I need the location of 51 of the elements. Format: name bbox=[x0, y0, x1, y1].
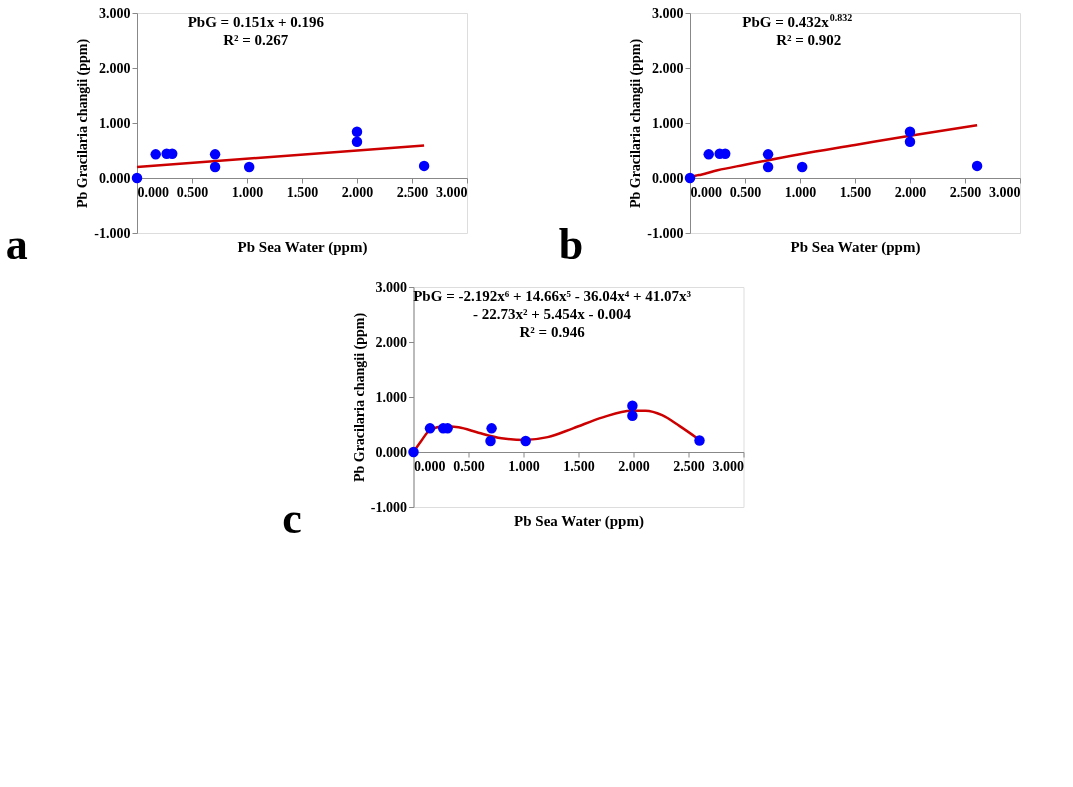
x-axis-title: Pb Sea Water (ppm) bbox=[514, 512, 644, 530]
x-tick-label: 1.500 bbox=[286, 184, 319, 200]
y-tick-label: 2.000 bbox=[99, 60, 131, 76]
text: b bbox=[558, 220, 584, 269]
annotation: R² = 0.267 bbox=[223, 32, 289, 48]
x-axis-title: Pb Sea Water (ppm) bbox=[790, 238, 921, 256]
y-tick-label: -1.000 bbox=[370, 499, 407, 515]
y-axis-title: Pb Gracilaria changii (ppm) bbox=[351, 312, 368, 483]
x-tick-label: 0.500 bbox=[176, 184, 209, 200]
x-tick-label: 2.000 bbox=[618, 458, 650, 474]
y-tick-label: 3.000 bbox=[99, 5, 131, 21]
x-tick-label: 2.500 bbox=[673, 458, 705, 474]
y-tick-label: 2.000 bbox=[652, 60, 684, 76]
y-tick-label: 0.000 bbox=[99, 170, 131, 186]
x-tick-label: 0.500 bbox=[453, 458, 485, 474]
x-tick-label: 3.000 bbox=[712, 458, 744, 474]
x-tick-label: 1.000 bbox=[231, 184, 264, 200]
y-axis-title: Pb Gracilaria changii (ppm) bbox=[75, 38, 92, 209]
annotation: - 22.73x² + 5.454x - 0.004 bbox=[473, 306, 632, 322]
x-tick-label: 2.500 bbox=[949, 184, 982, 200]
x-tick-label: 0.500 bbox=[729, 184, 762, 200]
y-tick-label: 1.000 bbox=[99, 115, 131, 131]
annotation: R² = 0.946 bbox=[519, 324, 586, 340]
x-tick-label: 1.500 bbox=[563, 458, 595, 474]
x-tick-label: 1.000 bbox=[784, 184, 817, 200]
y-tick-label: -1.000 bbox=[94, 225, 131, 241]
y-axis-title: Pb Gracilaria changii (ppm) bbox=[628, 38, 645, 209]
annotation: PbG = 0.151x + 0.196 bbox=[187, 14, 325, 30]
annotation: PbG = -2.192x⁶ + 14.66x⁵ - 36.04x⁴ + 41.07x³ bbox=[413, 288, 692, 304]
x-tick-label: 2.000 bbox=[341, 184, 374, 200]
text: a bbox=[5, 220, 28, 269]
x-tick-label: 0.000 bbox=[137, 184, 169, 200]
y-tick-label: 1.000 bbox=[375, 389, 407, 405]
y-tick-label: 3.000 bbox=[375, 279, 407, 295]
x-tick-label: 0.000 bbox=[414, 458, 446, 474]
y-tick-label: -1.000 bbox=[647, 225, 684, 241]
y-tick-label: 1.000 bbox=[652, 115, 684, 131]
y-tick-label: 0.000 bbox=[375, 444, 407, 460]
x-tick-label: 2.500 bbox=[396, 184, 429, 200]
y-tick-label: 0.000 bbox=[652, 170, 684, 186]
text: c bbox=[282, 494, 302, 543]
y-tick-label: 2.000 bbox=[375, 334, 407, 350]
y-tick-label: 3.000 bbox=[652, 5, 684, 21]
x-tick-label: 1.500 bbox=[839, 184, 872, 200]
x-tick-label: 0.000 bbox=[690, 184, 722, 200]
x-axis-title: Pb Sea Water (ppm) bbox=[237, 238, 368, 256]
x-tick-label: 1.000 bbox=[508, 458, 540, 474]
annotation: R² = 0.902 bbox=[776, 32, 842, 48]
x-tick-label: 3.000 bbox=[989, 184, 1021, 200]
x-tick-label: 2.000 bbox=[894, 184, 927, 200]
x-tick-label: 3.000 bbox=[436, 184, 468, 200]
